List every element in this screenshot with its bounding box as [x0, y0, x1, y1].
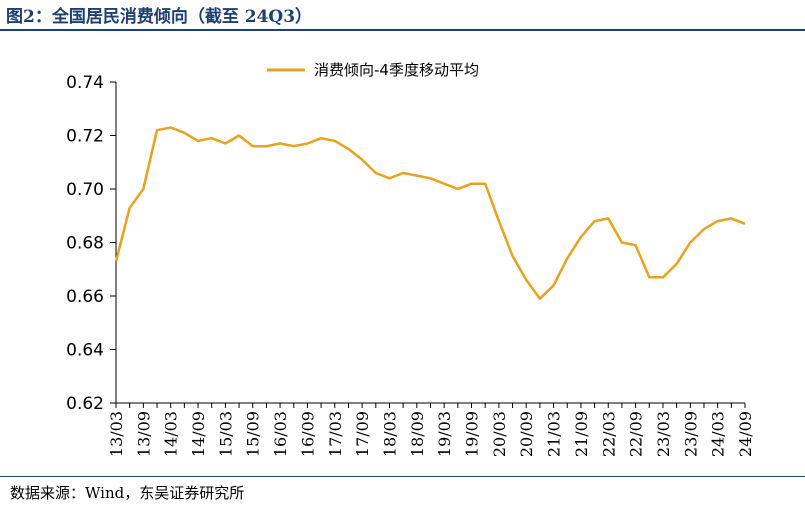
x-tick-label: 21/03	[545, 411, 564, 457]
y-tick-label: 0.64	[66, 341, 104, 361]
x-tick-label: 24/03	[709, 411, 728, 457]
x-tick-label: 13/09	[134, 411, 153, 457]
x-tick-label: 19/09	[463, 411, 482, 457]
x-tick-label: 24/09	[736, 411, 755, 457]
chart-axes	[115, 82, 745, 404]
y-tick-label: 0.62	[66, 394, 104, 414]
consumption-propensity-chart: 消费倾向-4季度移动平均 0.62 0.64 0.66 0.68 0.70 0.72 0.7…	[66, 61, 755, 457]
x-tick-label: 19/03	[435, 411, 454, 457]
x-tick-label: 22/09	[627, 411, 646, 457]
x-tick-label: 22/03	[599, 411, 618, 457]
y-tick-label: 0.72	[66, 127, 104, 147]
legend-label: 消费倾向-4季度移动平均	[314, 61, 479, 79]
x-tick-label: 17/03	[326, 411, 345, 457]
x-tick-label: 14/03	[162, 411, 181, 457]
x-tick-label: 20/03	[490, 411, 509, 457]
x-tick-label: 21/09	[572, 411, 591, 457]
x-axis-ticks: 13/03 13/09 14/03 14/09 15/03 15/09 16/03 16/09…	[107, 403, 755, 457]
x-tick-label: 18/09	[408, 411, 427, 457]
x-tick-label: 16/03	[271, 411, 290, 457]
x-tick-label: 13/03	[107, 411, 126, 457]
title-divider	[0, 29, 805, 31]
series-layer	[114, 126, 746, 300]
figure-title: 图2：全国居民消费倾向（截至 24Q3）	[6, 7, 313, 27]
y-tick-label: 0.68	[66, 234, 104, 254]
source-divider	[0, 476, 805, 477]
chart-legend: 消费倾向-4季度移动平均	[267, 61, 479, 79]
x-tick-label: 16/09	[298, 411, 317, 457]
y-axis-ticks: 0.62 0.64 0.66 0.68 0.70 0.72 0.74	[66, 73, 116, 414]
x-tick-label: 20/09	[517, 411, 536, 457]
x-tick-label: 14/09	[189, 411, 208, 457]
data-source-note: 数据来源：Wind，东吴证券研究所	[10, 484, 245, 502]
y-tick-label: 0.70	[66, 180, 104, 200]
x-tick-label: 18/03	[380, 411, 399, 457]
x-tick-label: 17/09	[353, 411, 372, 457]
x-tick-label: 23/09	[681, 411, 700, 457]
series-line	[114, 126, 746, 300]
y-tick-label: 0.66	[66, 287, 104, 307]
x-tick-label: 15/09	[244, 411, 263, 457]
y-tick-label: 0.74	[66, 73, 104, 93]
x-tick-label: 15/03	[216, 411, 235, 457]
x-tick-label: 23/03	[654, 411, 673, 457]
